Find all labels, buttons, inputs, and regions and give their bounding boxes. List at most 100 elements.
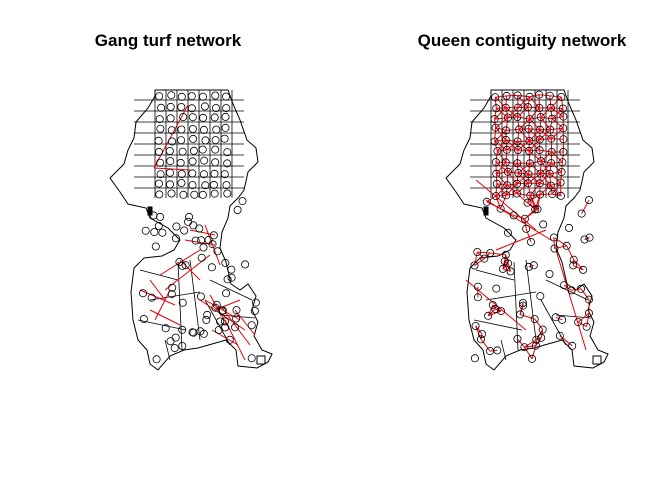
network-edge [518, 129, 530, 142]
tract-boundary [485, 291, 537, 301]
tract-node [172, 222, 181, 231]
tract-node [211, 158, 220, 167]
network-edge [527, 183, 531, 196]
tract-node [155, 115, 164, 124]
network-nodes [138, 91, 260, 364]
tract-node [227, 273, 236, 282]
network-edge [572, 259, 575, 266]
tract-node [537, 157, 546, 166]
network-edge [550, 127, 564, 140]
tract-node [221, 123, 230, 132]
network-edge [540, 151, 553, 162]
network-edge [495, 117, 509, 129]
tract-node [154, 147, 163, 156]
tract-node [218, 306, 227, 315]
tract-node [191, 236, 200, 245]
network-edge [474, 258, 485, 266]
tract-node [227, 265, 236, 274]
tract-node [247, 321, 256, 330]
network-edge [495, 195, 502, 209]
tract-node [203, 310, 212, 319]
network-edge [517, 94, 530, 98]
network-edge [516, 182, 529, 185]
network-edge [518, 118, 531, 130]
tract-node [209, 231, 218, 240]
tract-node [535, 146, 544, 155]
tract-node [197, 236, 206, 245]
network-edge [153, 104, 189, 169]
tract-node [530, 315, 539, 324]
network-edge [540, 116, 551, 130]
tract-node [547, 159, 556, 168]
tract-node [147, 293, 156, 302]
network-edge [483, 252, 491, 259]
network-edge [494, 108, 497, 120]
tract-node [220, 317, 229, 326]
network-edge [494, 127, 497, 142]
tract-node [525, 159, 534, 168]
tract-node [547, 147, 556, 156]
tract-node [564, 223, 573, 232]
tract-node [152, 355, 161, 364]
tract-node [189, 146, 198, 155]
network-edge [549, 95, 562, 98]
tract-node [533, 205, 542, 214]
network-edge [560, 172, 563, 183]
network-edge [561, 162, 563, 173]
tract-node [486, 248, 495, 257]
network-edge [549, 171, 562, 175]
tract-node [550, 244, 559, 253]
network-edge [549, 95, 552, 108]
tract-node [582, 322, 591, 331]
network-edge [528, 139, 541, 152]
tract-node [548, 114, 557, 123]
tract-node [569, 255, 578, 264]
tract-node [473, 293, 482, 302]
network-edge [552, 193, 561, 197]
tract-node [500, 257, 509, 266]
tract-node [512, 189, 521, 198]
network-edge [495, 127, 507, 131]
tract-boundary [177, 261, 183, 351]
network-edge [505, 107, 509, 118]
tract-node [171, 234, 180, 243]
network-edge [480, 333, 483, 340]
network-edge [518, 172, 529, 175]
network-edge [562, 108, 564, 117]
tract-node [558, 158, 567, 167]
network-edge [507, 162, 518, 173]
tract-node [222, 181, 231, 190]
tract-boundary [164, 339, 171, 361]
network-edge [495, 107, 509, 118]
tract-node [484, 311, 493, 320]
tract-node [177, 169, 186, 178]
tract-node [490, 137, 499, 146]
tract-node [524, 262, 533, 271]
tract-node [516, 310, 525, 319]
network-edge [516, 163, 519, 174]
tract-node [178, 298, 187, 307]
network-edge [219, 304, 251, 346]
tract-node [492, 284, 501, 293]
network-edge [528, 128, 541, 140]
tract-node [584, 295, 593, 304]
tract-node [491, 123, 500, 132]
queen-contiguity-panel: Queen contiguity network [336, 0, 672, 480]
network-edge [528, 150, 542, 162]
network-edge [516, 193, 531, 197]
network-edge [586, 313, 590, 327]
tract-node [546, 125, 555, 134]
tract-node [480, 254, 489, 263]
tract-node [187, 104, 196, 113]
network-edge [571, 288, 582, 291]
tract-node [535, 90, 544, 99]
tract-node [223, 189, 232, 198]
network-edge [234, 309, 256, 336]
tract-node [527, 354, 536, 363]
network-edge [539, 185, 552, 195]
network-edge [550, 96, 562, 109]
network-edge [550, 107, 553, 119]
tract-node [177, 136, 186, 145]
network-edge [535, 337, 542, 346]
tract-node [180, 226, 189, 235]
